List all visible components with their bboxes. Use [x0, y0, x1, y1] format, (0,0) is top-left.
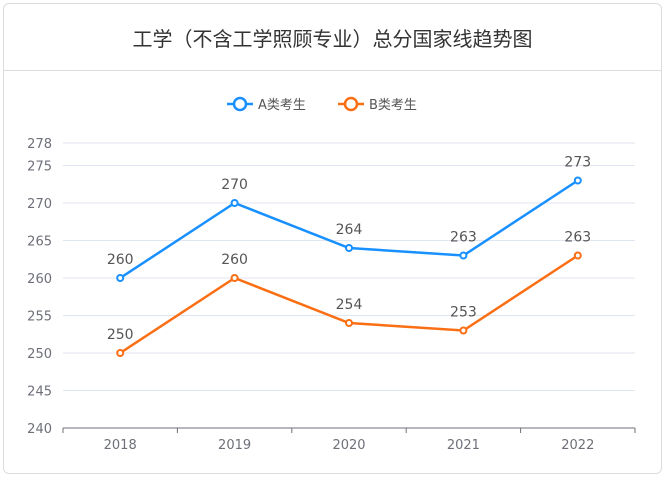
data-label: 263 [564, 230, 591, 246]
data-point [116, 274, 125, 282]
legend-marker-1 [343, 96, 359, 112]
y-tick-label: 270 [27, 197, 52, 212]
y-tick-label: 278 [27, 137, 52, 152]
x-tick-label: 2022 [561, 438, 594, 453]
data-point [230, 199, 239, 207]
legend-label-0: A类考生 [258, 98, 306, 113]
y-tick-label: 245 [27, 385, 52, 400]
data-point [573, 176, 582, 185]
x-tick-label: 2019 [218, 438, 251, 453]
data-point [459, 251, 468, 260]
y-tick-label: 255 [27, 310, 52, 325]
data-label: 254 [336, 297, 363, 313]
data-point [345, 244, 353, 252]
legend-marker-0 [232, 96, 248, 112]
y-tick-label: 240 [27, 422, 52, 437]
data-label: 273 [564, 155, 591, 171]
chart-header: 工学（不含工学照顾专业）总分国家线趋势图 [4, 4, 661, 71]
data-point [345, 319, 353, 327]
y-tick-label: 260 [27, 272, 52, 287]
data-label: 264 [336, 222, 363, 238]
chart-title: 工学（不含工学照顾专业）总分国家线趋势图 [132, 26, 533, 51]
x-tick-label: 2020 [332, 438, 365, 453]
y-tick-label: 250 [27, 347, 52, 362]
data-label: 250 [107, 327, 134, 343]
y-tick-label: 275 [27, 160, 52, 175]
chart-card: 工学（不含工学照顾专业）总分国家线趋势图 [3, 3, 662, 474]
x-tick-label: 2021 [447, 438, 480, 453]
y-tick-label: 265 [27, 235, 52, 250]
data-point [573, 251, 582, 260]
data-point [230, 274, 239, 282]
data-point [116, 349, 125, 357]
data-label: 270 [221, 177, 248, 193]
data-label: 263 [450, 230, 477, 246]
data-label: 260 [107, 252, 134, 268]
legend-label-1: B类考生 [369, 98, 417, 113]
data-label: 260 [221, 252, 248, 268]
data-label: 253 [450, 305, 477, 321]
data-point [459, 326, 468, 335]
x-tick-label: 2018 [104, 438, 137, 453]
